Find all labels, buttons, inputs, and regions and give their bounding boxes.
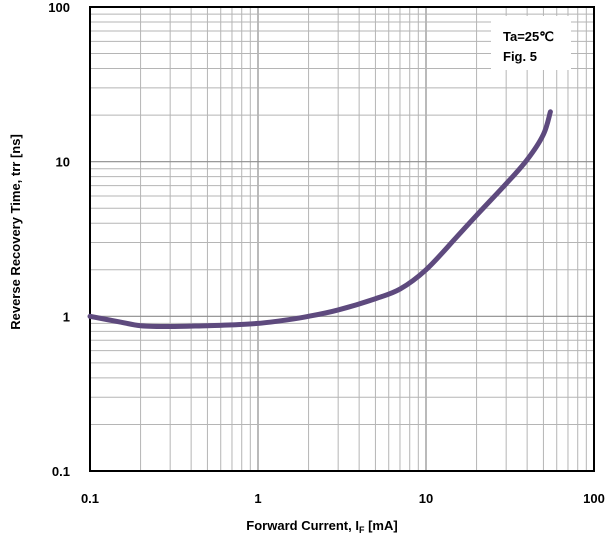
y-tick-label: 10 [56, 155, 70, 170]
x-axis-title-main: Forward Current, I [246, 518, 359, 533]
x-axis-title: Forward Current, IF [mA] [246, 518, 397, 535]
plot-background [90, 7, 594, 471]
annotation-background [491, 16, 571, 70]
y-tick-label: 1 [63, 309, 70, 324]
x-axis-title-unit: [mA] [364, 518, 397, 533]
x-tick-label: 10 [419, 491, 433, 506]
x-tick-label: 1 [254, 491, 261, 506]
series-line [87, 109, 553, 329]
x-tick-label: 100 [583, 491, 605, 506]
x-axis-title-subscript: F [359, 525, 365, 535]
series-layer [87, 109, 553, 329]
y-tick-label: 100 [48, 0, 70, 15]
annotation-temperature: Ta=25℃ [503, 29, 554, 44]
plot-frame [89, 6, 595, 472]
y-tick-label: 0.1 [52, 464, 70, 479]
x-tick-label: 0.1 [81, 491, 99, 506]
annotation-box: Ta=25℃ Fig. 5 [491, 16, 571, 70]
y-axis-title: Reverse Recovery Time, trr [ns] [8, 134, 23, 330]
annotation-figure: Fig. 5 [503, 49, 537, 64]
tick-labels: 0.1 1 10 100 0.1 1 10 100 [48, 0, 605, 506]
